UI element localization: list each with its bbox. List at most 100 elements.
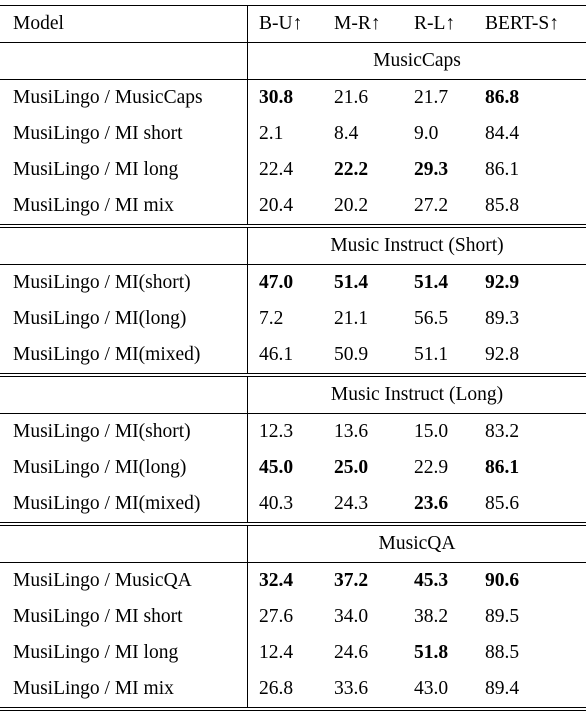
column-divider xyxy=(247,414,248,450)
metric-cell: 22.4 xyxy=(259,159,294,180)
header-bertscore: BERT-S↑ xyxy=(485,13,559,34)
table-row: MusiLingo / MI(short) 12.3 13.6 15.0 83.2 xyxy=(0,414,586,450)
metric-cell: 8.4 xyxy=(334,123,359,144)
header-meteor: M-R↑ xyxy=(334,13,381,34)
group-double-rule xyxy=(0,522,586,523)
metric-cell: 2.1 xyxy=(259,123,284,144)
group-title-rule xyxy=(0,79,586,80)
metric-cell: 22.9 xyxy=(414,457,449,478)
metric-cell: 51.8 xyxy=(414,642,449,663)
metric-cell: 51.4 xyxy=(334,272,369,293)
metric-cell: 7.2 xyxy=(259,308,284,329)
column-divider xyxy=(247,6,248,42)
header-row: Model B-U↑ M-R↑ R-L↑ BERT-S↑ xyxy=(0,6,586,42)
metric-cell: 29.3 xyxy=(414,159,449,180)
metric-cell: 21.1 xyxy=(334,308,369,329)
column-divider xyxy=(247,526,248,562)
metric-cell: 86.1 xyxy=(485,159,520,180)
metric-cell: 30.8 xyxy=(259,87,294,108)
metric-cell: 26.8 xyxy=(259,678,294,699)
model-cell: MusiLingo / MI mix xyxy=(13,195,174,216)
table-row: MusiLingo / MI(long) 45.0 25.0 22.9 86.1 xyxy=(0,450,586,486)
model-cell: MusiLingo / MI(long) xyxy=(13,457,187,478)
metric-cell: 45.3 xyxy=(414,570,449,591)
model-cell: MusiLingo / MI(mixed) xyxy=(13,493,201,514)
model-cell: MusiLingo / MusicCaps xyxy=(13,87,203,108)
group-title: MusicQA xyxy=(378,533,456,554)
metric-cell: 85.8 xyxy=(485,195,520,216)
metric-cell: 20.2 xyxy=(334,195,369,216)
metric-cell: 27.2 xyxy=(414,195,449,216)
metric-cell: 92.9 xyxy=(485,272,520,293)
group-double-rule xyxy=(0,525,586,526)
table-row: MusiLingo / MI mix 20.4 20.2 27.2 85.8 xyxy=(0,188,586,224)
group-double-rule xyxy=(0,227,586,228)
metric-cell: 86.1 xyxy=(485,457,520,478)
group-title-rule xyxy=(0,413,586,414)
metric-cell: 90.6 xyxy=(485,570,520,591)
column-divider xyxy=(247,188,248,224)
column-divider xyxy=(247,337,248,373)
column-divider xyxy=(247,486,248,522)
metric-cell: 43.0 xyxy=(414,678,449,699)
column-divider xyxy=(247,377,248,413)
column-divider xyxy=(247,450,248,486)
model-cell: MusiLingo / MusicQA xyxy=(13,570,192,591)
results-table: Model B-U↑ M-R↑ R-L↑ BERT-S↑ MusicCaps Mu… xyxy=(0,5,586,711)
metric-cell: 34.0 xyxy=(334,606,369,627)
metric-cell: 38.2 xyxy=(414,606,449,627)
table-row: MusiLingo / MI(long) 7.2 21.1 56.5 89.3 xyxy=(0,301,586,337)
model-cell: MusiLingo / MI long xyxy=(13,642,179,663)
metric-cell: 12.3 xyxy=(259,421,294,442)
group-title-row: MusicQA xyxy=(0,526,586,562)
metric-cell: 89.3 xyxy=(485,308,520,329)
metric-cell: 24.3 xyxy=(334,493,369,514)
column-divider xyxy=(247,152,248,188)
group-double-rule xyxy=(0,224,586,225)
metric-cell: 83.2 xyxy=(485,421,520,442)
metric-cell: 27.6 xyxy=(259,606,294,627)
group-title-row: Music Instruct (Short) xyxy=(0,228,586,264)
metric-cell: 9.0 xyxy=(414,123,439,144)
header-bleu: B-U↑ xyxy=(259,13,303,34)
metric-cell: 33.6 xyxy=(334,678,369,699)
model-cell: MusiLingo / MI(short) xyxy=(13,421,191,442)
group-title-row: Music Instruct (Long) xyxy=(0,377,586,413)
metric-cell: 88.5 xyxy=(485,642,520,663)
column-divider xyxy=(247,265,248,301)
metric-cell: 51.1 xyxy=(414,344,449,365)
model-cell: MusiLingo / MI mix xyxy=(13,678,174,699)
metric-cell: 12.4 xyxy=(259,642,294,663)
metric-cell: 37.2 xyxy=(334,570,369,591)
top-rule xyxy=(0,5,586,6)
group-double-rule xyxy=(0,373,586,374)
bottom-rule xyxy=(0,707,586,708)
group-title: Music Instruct (Long) xyxy=(330,384,504,405)
bottom-rule xyxy=(0,710,586,711)
model-cell: MusiLingo / MI short xyxy=(13,606,183,627)
table-row: MusiLingo / MusicCaps 30.8 21.6 21.7 86.8 xyxy=(0,80,586,116)
metric-cell: 24.6 xyxy=(334,642,369,663)
column-divider xyxy=(247,563,248,599)
metric-cell: 20.4 xyxy=(259,195,294,216)
column-divider xyxy=(247,43,248,79)
metric-cell: 86.8 xyxy=(485,87,520,108)
group-title-rule xyxy=(0,264,586,265)
table-row: MusiLingo / MI(mixed) 40.3 24.3 23.6 85.6 xyxy=(0,486,586,522)
metric-cell: 25.0 xyxy=(334,457,369,478)
column-divider xyxy=(247,228,248,264)
group-title-row: MusicCaps xyxy=(0,43,586,79)
table-row: MusiLingo / MI(short) 47.0 51.4 51.4 92.9 xyxy=(0,265,586,301)
metric-cell: 89.5 xyxy=(485,606,520,627)
column-divider xyxy=(247,671,248,707)
header-model: Model xyxy=(13,13,64,34)
model-cell: MusiLingo / MI long xyxy=(13,159,179,180)
metric-cell: 56.5 xyxy=(414,308,449,329)
metric-cell: 84.4 xyxy=(485,123,520,144)
column-divider xyxy=(247,635,248,671)
table-row: MusiLingo / MI mix 26.8 33.6 43.0 89.4 xyxy=(0,671,586,707)
table-body: MusicCaps MusiLingo / MusicCaps 30.8 21.6 21… xyxy=(0,43,586,711)
group-title-rule xyxy=(0,562,586,563)
table-row: MusiLingo / MI long 12.4 24.6 51.8 88.5 xyxy=(0,635,586,671)
metric-cell: 40.3 xyxy=(259,493,294,514)
